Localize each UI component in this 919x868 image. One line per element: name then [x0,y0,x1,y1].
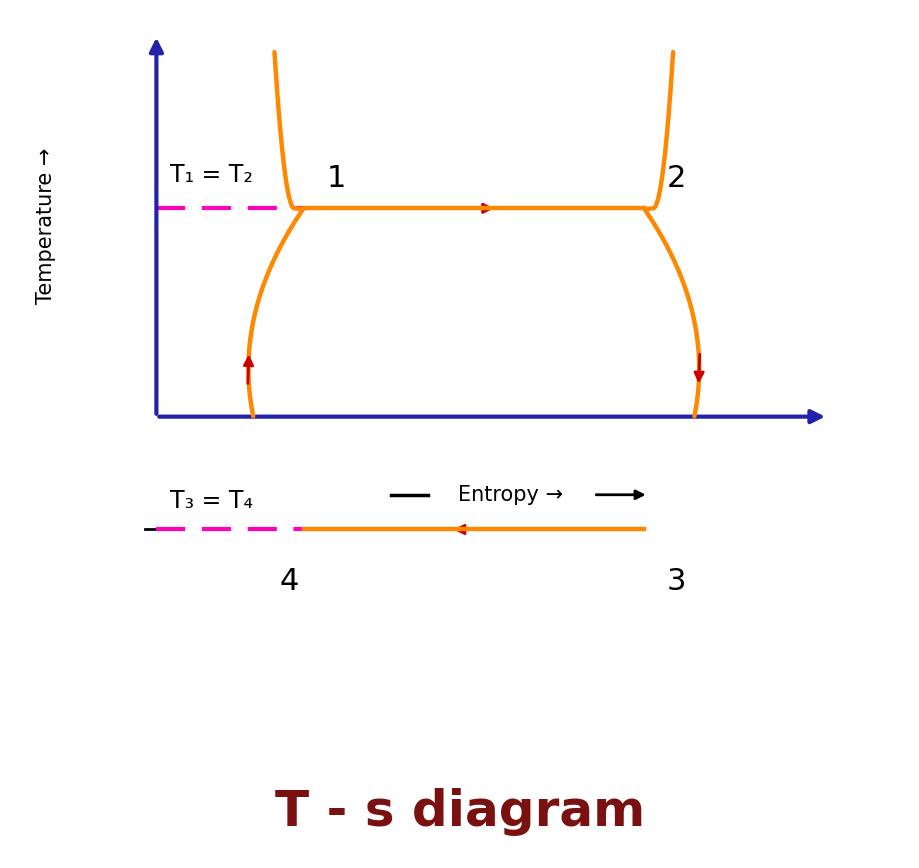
Text: Entropy →: Entropy → [458,484,562,505]
Text: 4: 4 [279,568,299,596]
Text: 3: 3 [666,568,686,596]
Text: Temperature →: Temperature → [36,148,56,304]
Text: 1: 1 [326,164,346,193]
Text: T₃ = T₄: T₃ = T₄ [170,489,253,513]
Text: T₁ = T₂: T₁ = T₂ [170,163,253,187]
Text: T - s diagram: T - s diagram [275,787,644,836]
Text: 2: 2 [666,164,686,193]
